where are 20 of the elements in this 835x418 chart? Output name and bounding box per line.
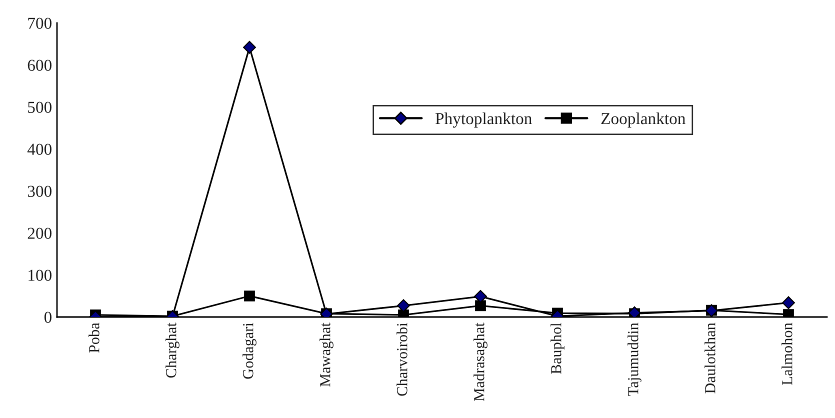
legend-label: Phytoplankton xyxy=(435,112,532,128)
x-tick-label: Godagari xyxy=(242,322,256,379)
y-tick-label: 600 xyxy=(28,60,52,71)
x-tick-label: Bauphol xyxy=(550,322,564,374)
x-tick-label: Charvoirobi xyxy=(396,322,408,396)
y-tick-label: 200 xyxy=(28,228,52,239)
x-tick-label: Lalmohon xyxy=(782,322,792,385)
x-tick-label: Poba xyxy=(88,322,100,353)
x-tick-label: Mawaghat xyxy=(320,322,334,387)
legend-label: Zooplankton xyxy=(601,112,686,128)
y-tick-label: 400 xyxy=(27,144,52,155)
y-tick-label: 300 xyxy=(28,186,52,197)
y-tick-label: 100 xyxy=(28,270,52,281)
y-tick-label: 700 xyxy=(28,18,52,29)
y-tick-label: 500 xyxy=(28,102,52,113)
x-tick-label: Daulotkhan xyxy=(704,322,716,394)
x-tick-label: Charghat xyxy=(166,322,180,378)
x-tick-label: Madrasaghat xyxy=(474,322,488,402)
y-tick-label: 0 xyxy=(44,312,52,323)
x-tick-label: Tajumuddin xyxy=(628,322,642,396)
